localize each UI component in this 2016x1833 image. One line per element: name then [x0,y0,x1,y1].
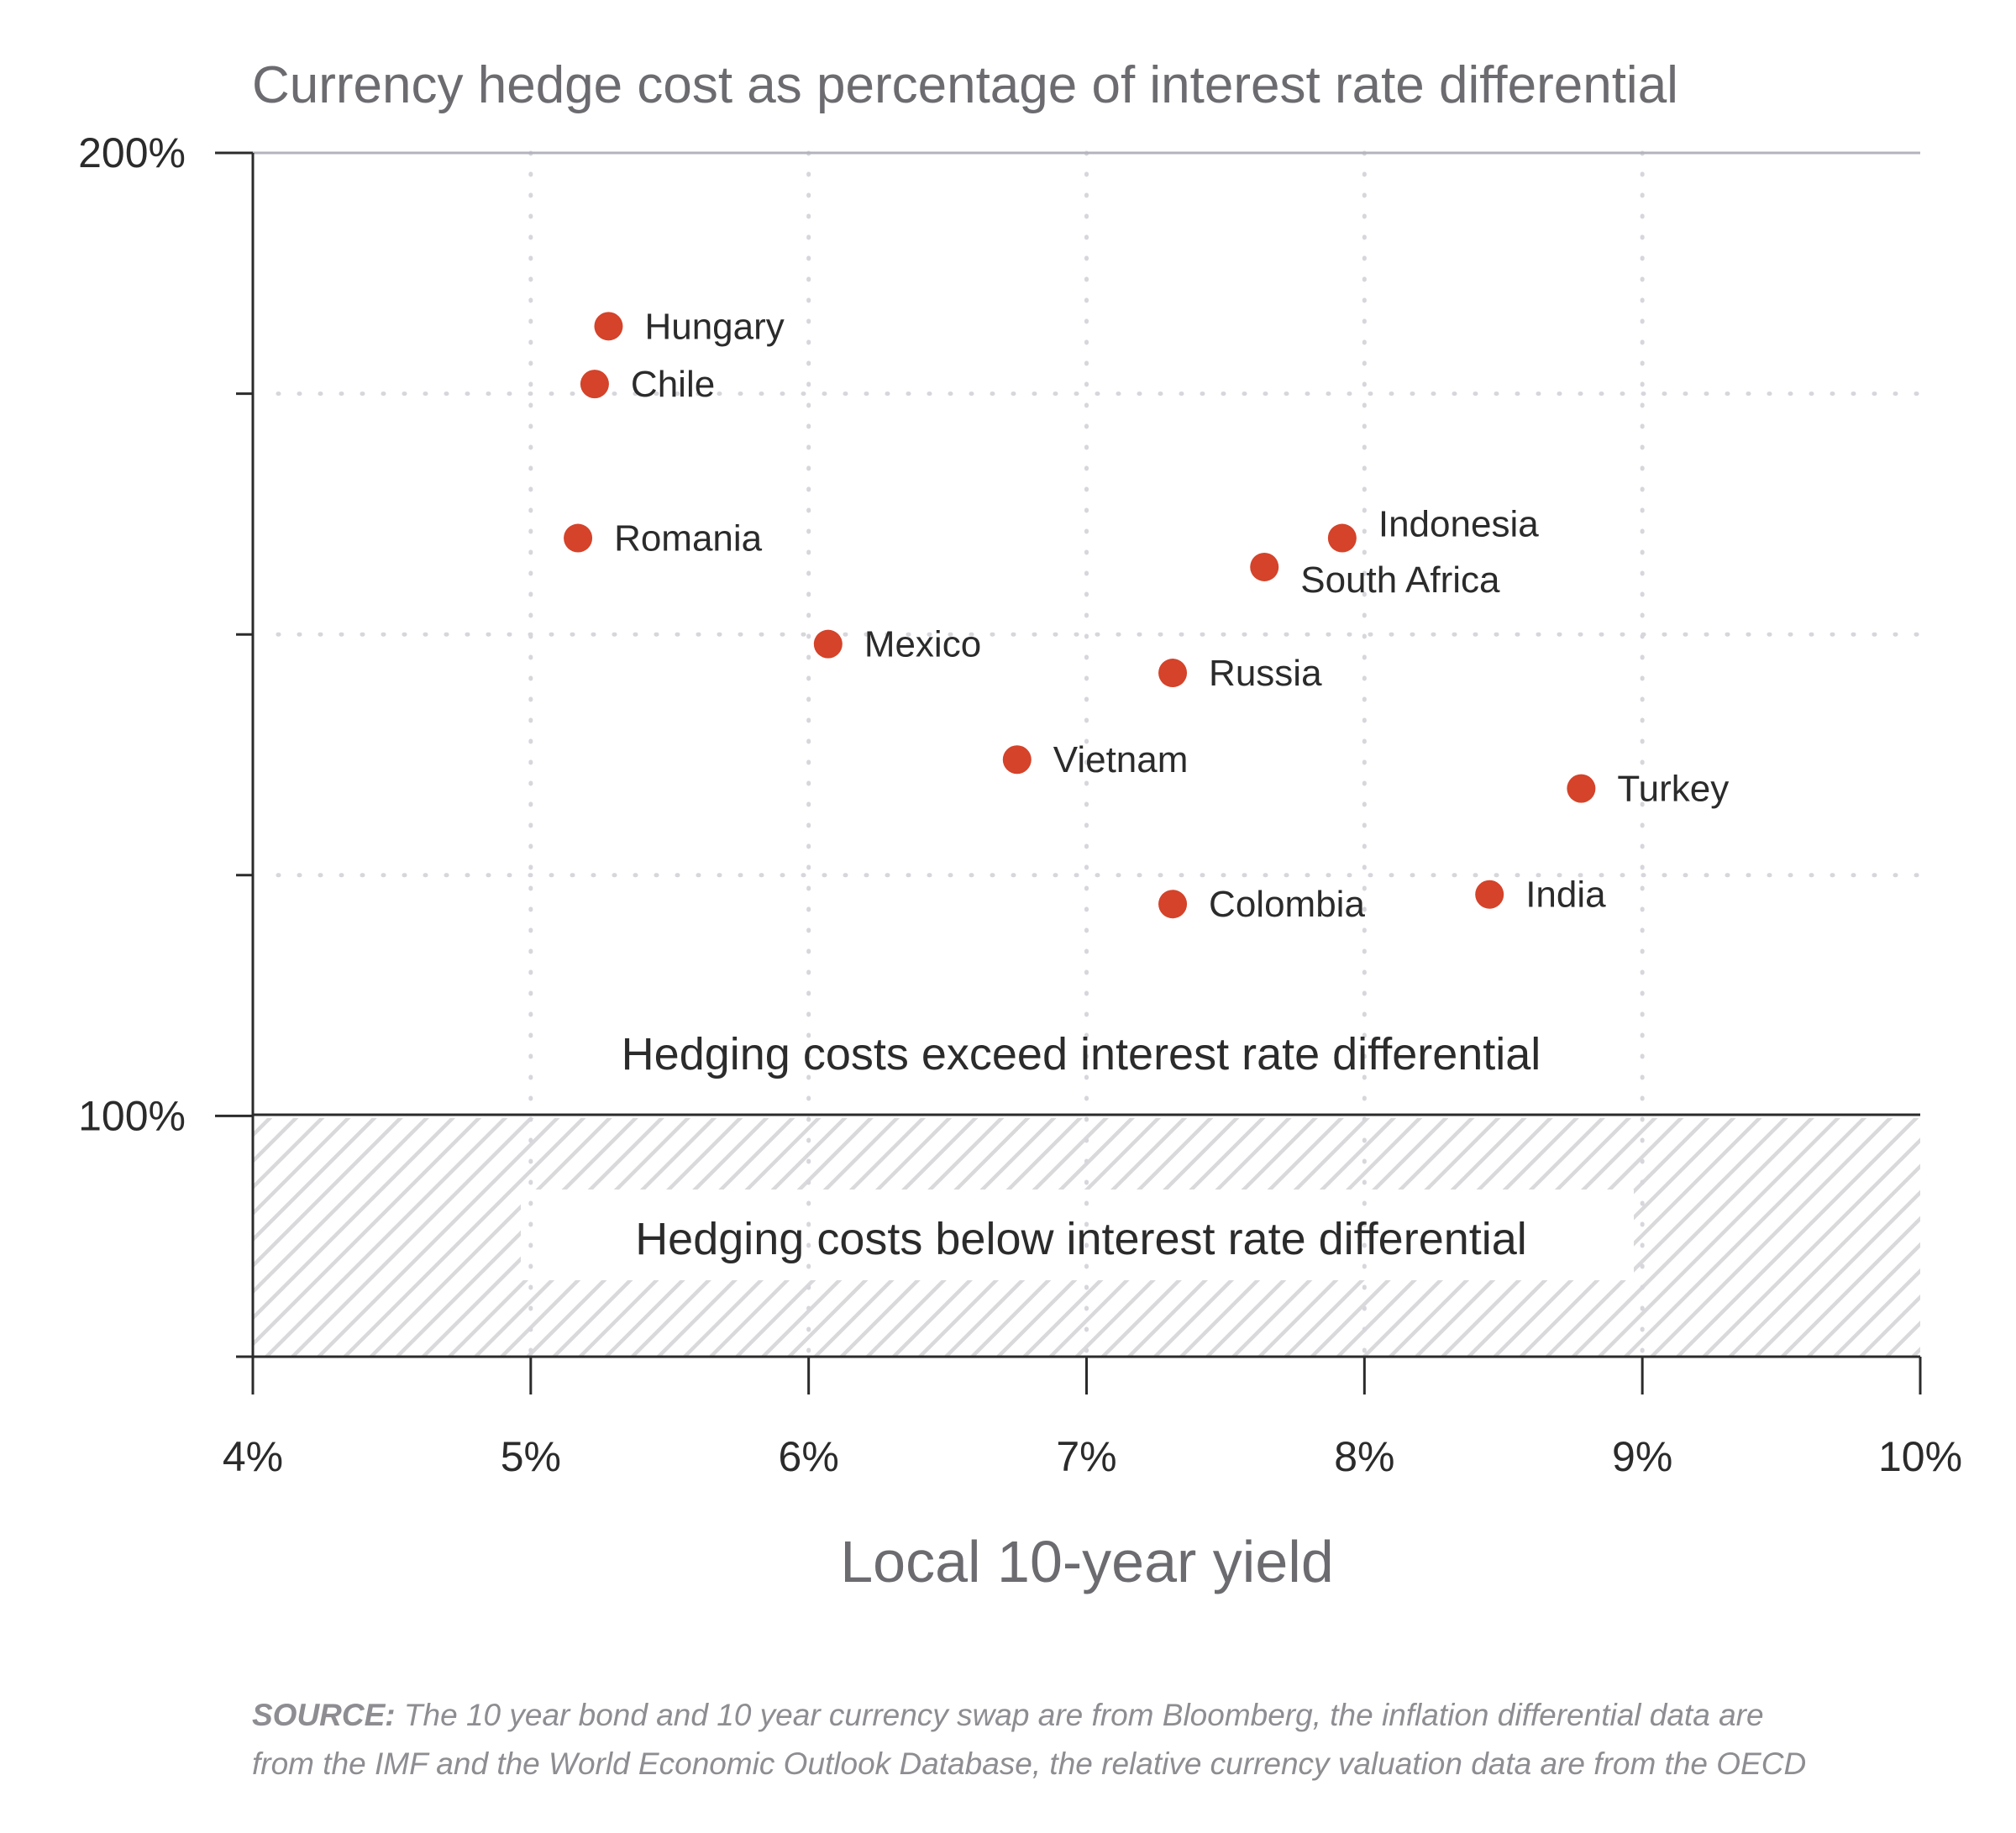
axis-ticks: 4% 5% 6% 7% 8% 9% 10% 200% 100% [78,129,1962,1480]
grid-lines [276,150,1923,1359]
source-text-1: The 10 year bond and 10 year currency sw… [404,1698,1764,1732]
x-tick-label: 7% [1056,1433,1116,1480]
x-tick-label: 8% [1334,1433,1394,1480]
data-point-turkey [1567,774,1596,803]
data-point-hungary [594,312,623,341]
data-label-romania: Romania [614,518,763,559]
x-axis-label: Local 10-year yield [840,1529,1334,1594]
data-label-colombia: Colombia [1209,884,1365,925]
data-point-indonesia [1327,523,1357,553]
data-point-colombia [1158,890,1188,919]
x-tick-label: 6% [779,1433,839,1480]
chart-title: Currency hedge cost as percentage of int… [252,56,1678,114]
x-tick-label: 4% [223,1433,283,1480]
source-label: SOURCE: [252,1698,396,1732]
x-tick-label: 10% [1878,1433,1962,1480]
data-point-romania [564,523,593,553]
x-tick-label: 5% [501,1433,561,1480]
data-point-chile [580,370,609,399]
data-label-south-africa: South Africa [1300,559,1500,601]
y-tick-label: 200% [78,129,186,176]
data-label-russia: Russia [1209,653,1322,694]
data-point-russia [1158,659,1188,688]
data-point-mexico [813,629,843,659]
data-label-indonesia: Indonesia [1378,504,1539,545]
data-label-hungary: Hungary [644,306,784,347]
x-tick-label: 9% [1612,1433,1672,1480]
source-line-1: SOURCE: The 10 year bond and 10 year cur… [252,1698,1764,1732]
data-label-turkey: Turkey [1617,769,1729,810]
data-label-vietnam: Vietnam [1053,739,1189,780]
region-label-below: Hedging costs below interest rate differ… [635,1214,1527,1264]
data-label-india: India [1525,874,1606,916]
data-point-vietnam [1002,745,1032,775]
data-point-india [1475,880,1504,909]
region-label-above: Hedging costs exceed interest rate diffe… [622,1029,1541,1079]
below-region-label-box [521,1190,1634,1280]
source-line-2: from the IMF and the World Economic Outl… [252,1746,1806,1781]
data-points: Hungary Chile Romania Indonesia South Africa… [564,306,1729,925]
data-point-south-africa [1250,552,1279,581]
data-label-chile: Chile [631,364,715,405]
y-tick-label: 100% [78,1092,186,1139]
data-label-mexico: Mexico [864,624,981,665]
